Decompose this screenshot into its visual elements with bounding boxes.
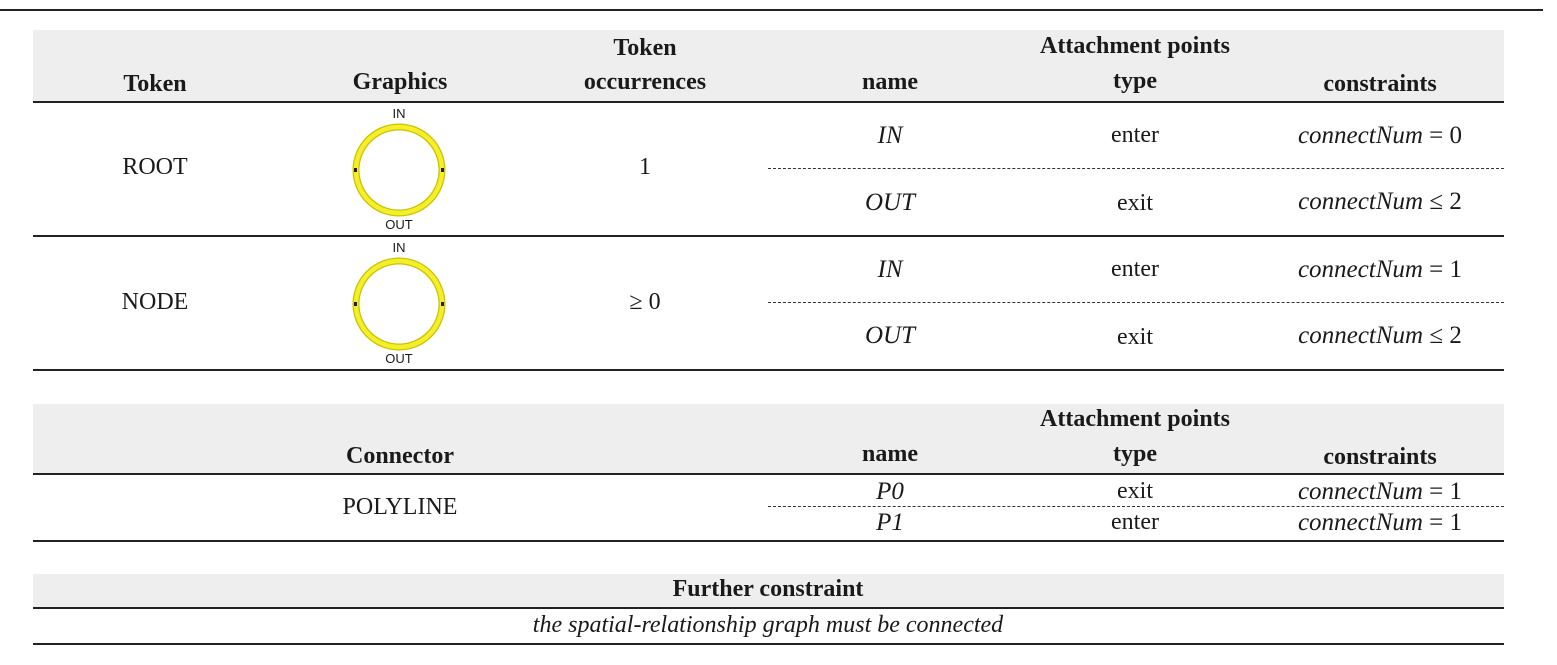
- further-constraint-header: Further constraint: [672, 576, 864, 602]
- root-graphic: IN OUT: [350, 104, 450, 234]
- polyline-attachments-divider: [768, 506, 1504, 507]
- connector-name-polyline: POLYLINE: [342, 494, 458, 520]
- connectors-header-type: type: [1113, 441, 1157, 467]
- attach-type-node-out: exit: [1117, 324, 1153, 350]
- header-token: Token: [123, 71, 187, 97]
- occurrences-root: 1: [639, 154, 651, 180]
- attach-name-p1: P1: [876, 509, 904, 536]
- connectors-header-attachment-points: Attachment points: [1040, 406, 1230, 432]
- constraint-var: connectNum: [1297, 509, 1423, 536]
- attach-type-p0: exit: [1117, 478, 1153, 504]
- connectors-bottom-rule: [33, 540, 1504, 542]
- constraint-var: connectNum: [1297, 478, 1423, 505]
- root-out-label: OUT: [385, 217, 413, 232]
- connectors-header-rule: [33, 473, 1504, 475]
- token-name-node: NODE: [121, 289, 189, 315]
- node-circle-icon: [352, 257, 446, 351]
- constraint-var: connectNum: [1298, 322, 1424, 349]
- constraint-op: =: [1429, 122, 1444, 149]
- node-out-label: OUT: [385, 351, 413, 366]
- attach-type-root-out: exit: [1117, 190, 1153, 216]
- root-in-label: IN: [392, 106, 406, 121]
- constraint-var: connectNum: [1297, 122, 1423, 149]
- header-occurrences-line2: occurrences: [583, 69, 707, 95]
- tokens-bottom-rule: [33, 369, 1504, 371]
- constraint-val: 2: [1449, 322, 1462, 349]
- constraint-p0: connectNum = 1: [1250, 478, 1510, 506]
- further-constraint-bottom-rule: [33, 643, 1504, 645]
- constraint-val: 1: [1449, 478, 1463, 505]
- header-name: name: [862, 69, 918, 95]
- constraint-val: 2: [1449, 188, 1462, 215]
- further-constraint-header-rule: [33, 607, 1504, 609]
- attach-type-p1: enter: [1111, 509, 1159, 535]
- constraint-op: =: [1429, 509, 1444, 536]
- root-row-rule: [33, 235, 1504, 237]
- header-graphics: Graphics: [352, 69, 448, 95]
- root-circle-icon: [352, 123, 446, 217]
- constraint-p1: connectNum = 1: [1250, 509, 1510, 537]
- header-attachment-points: Attachment points: [1040, 33, 1230, 59]
- header-connector: Connector: [346, 443, 454, 469]
- tokens-header-band: [33, 30, 1504, 101]
- connectors-header-constraints: constraints: [1323, 444, 1437, 470]
- constraint-val: 1: [1449, 256, 1463, 283]
- constraint-op: =: [1429, 256, 1444, 283]
- connectors-header-band: [33, 404, 1504, 473]
- constraint-op: =: [1429, 478, 1444, 505]
- attach-name-root-in: IN: [877, 122, 903, 149]
- further-constraint-band: [33, 574, 1504, 607]
- token-name-root: ROOT: [122, 154, 188, 180]
- attach-type-node-in: enter: [1111, 256, 1159, 282]
- attach-name-root-out: OUT: [864, 189, 915, 216]
- connectors-header-name: name: [862, 441, 918, 467]
- constraint-root-in: connectNum = 0: [1250, 122, 1510, 150]
- top-rule: [0, 9, 1543, 11]
- attach-name-node-in: IN: [877, 256, 903, 283]
- constraint-var: connectNum: [1297, 256, 1423, 283]
- node-in-label: IN: [392, 240, 406, 255]
- header-occurrences-line1: Token: [613, 35, 677, 61]
- constraint-var: connectNum: [1298, 188, 1424, 215]
- further-constraint-text: the spatial-relationship graph must be c…: [532, 612, 1004, 638]
- attach-name-node-out: OUT: [864, 322, 915, 349]
- constraint-node-in: connectNum = 1: [1250, 256, 1510, 284]
- constraint-op: ≤: [1429, 188, 1444, 215]
- attach-name-p0: P0: [876, 478, 904, 505]
- root-attachments-divider: [768, 168, 1504, 169]
- constraint-val: 1: [1449, 509, 1463, 536]
- header-type: type: [1113, 68, 1157, 94]
- tokens-header-rule: [33, 101, 1504, 103]
- occurrences-node: ≥ 0: [629, 289, 661, 315]
- constraint-op: ≤: [1429, 322, 1444, 349]
- attach-type-root-in: enter: [1111, 122, 1159, 148]
- node-graphic: IN OUT: [350, 238, 450, 368]
- header-constraints: constraints: [1323, 71, 1437, 97]
- constraint-root-out: connectNum ≤ 2: [1250, 188, 1510, 216]
- constraint-val: 0: [1449, 122, 1463, 149]
- node-attachments-divider: [768, 302, 1504, 303]
- constraint-node-out: connectNum ≤ 2: [1250, 322, 1510, 350]
